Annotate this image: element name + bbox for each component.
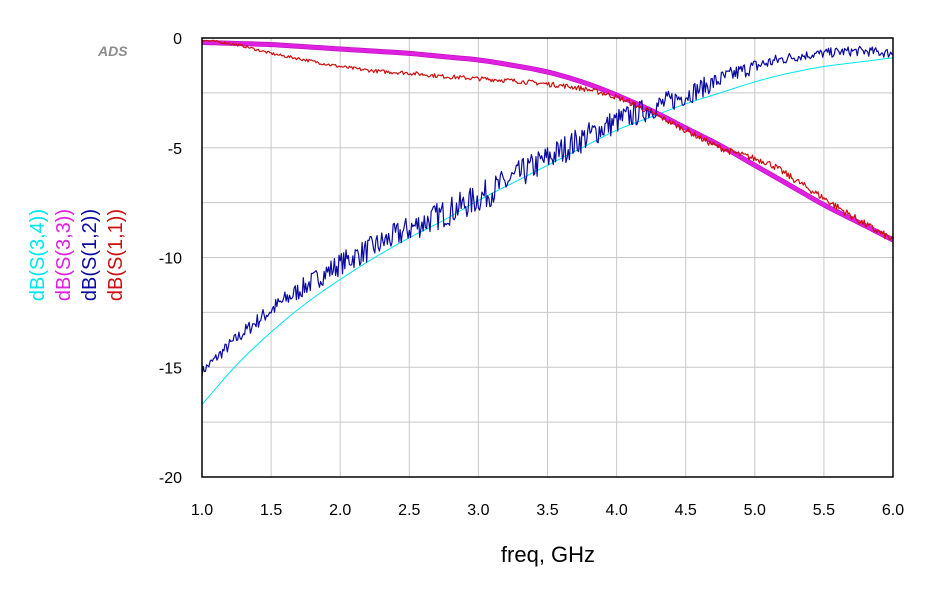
x-tick-label: 2.0 [329, 502, 351, 519]
series-layer [201, 39, 895, 405]
x-tick-label: 5.5 [813, 502, 835, 519]
y-tick-label: -10 [159, 251, 182, 268]
series-line-dbs33 [201, 40, 894, 242]
x-axis-title: freq, GHz [501, 542, 595, 567]
x-tick-label: 4.5 [675, 502, 697, 519]
x-tick-label: 1.0 [191, 502, 213, 519]
x-tick-label: 6.0 [882, 502, 904, 519]
x-tick-label: 5.0 [744, 502, 766, 519]
grid [201, 37, 894, 478]
ads-watermark: ADS [97, 43, 128, 59]
y-tick-label: 0 [173, 31, 182, 48]
legend-entry: dB(S(3,4)) [27, 209, 49, 301]
series-line-dbs34 [201, 57, 894, 405]
legend-entry: dB(S(1,1)) [105, 209, 127, 301]
plot-frame [201, 37, 894, 478]
x-tick-label: 3.0 [467, 502, 489, 519]
x-tick-labels: 1.0 1.5 2.0 2.5 3.0 3.5 4.0 4.5 5.0 5.5 6.0 [191, 502, 904, 519]
x-tick-label: 3.5 [536, 502, 558, 519]
legend-entry: dB(S(3,3)) [53, 209, 75, 301]
y-tick-labels: 0 -5 -10 -15 -20 [159, 31, 182, 487]
y-tick-label: -20 [159, 470, 182, 487]
y-tick-label: -5 [168, 141, 182, 158]
series-line-dbs12 [201, 45, 894, 377]
x-tick-label: 4.0 [605, 502, 627, 519]
y-tick-label: -15 [159, 360, 182, 377]
legend: dB(S(3,4)) dB(S(3,3)) dB(S(1,2)) dB(S(1,1)) [27, 209, 127, 301]
legend-entry: dB(S(1,2)) [79, 209, 101, 301]
x-tick-label: 2.5 [398, 502, 420, 519]
x-tick-label: 1.5 [260, 502, 282, 519]
series-line-dbs11 [201, 39, 894, 240]
